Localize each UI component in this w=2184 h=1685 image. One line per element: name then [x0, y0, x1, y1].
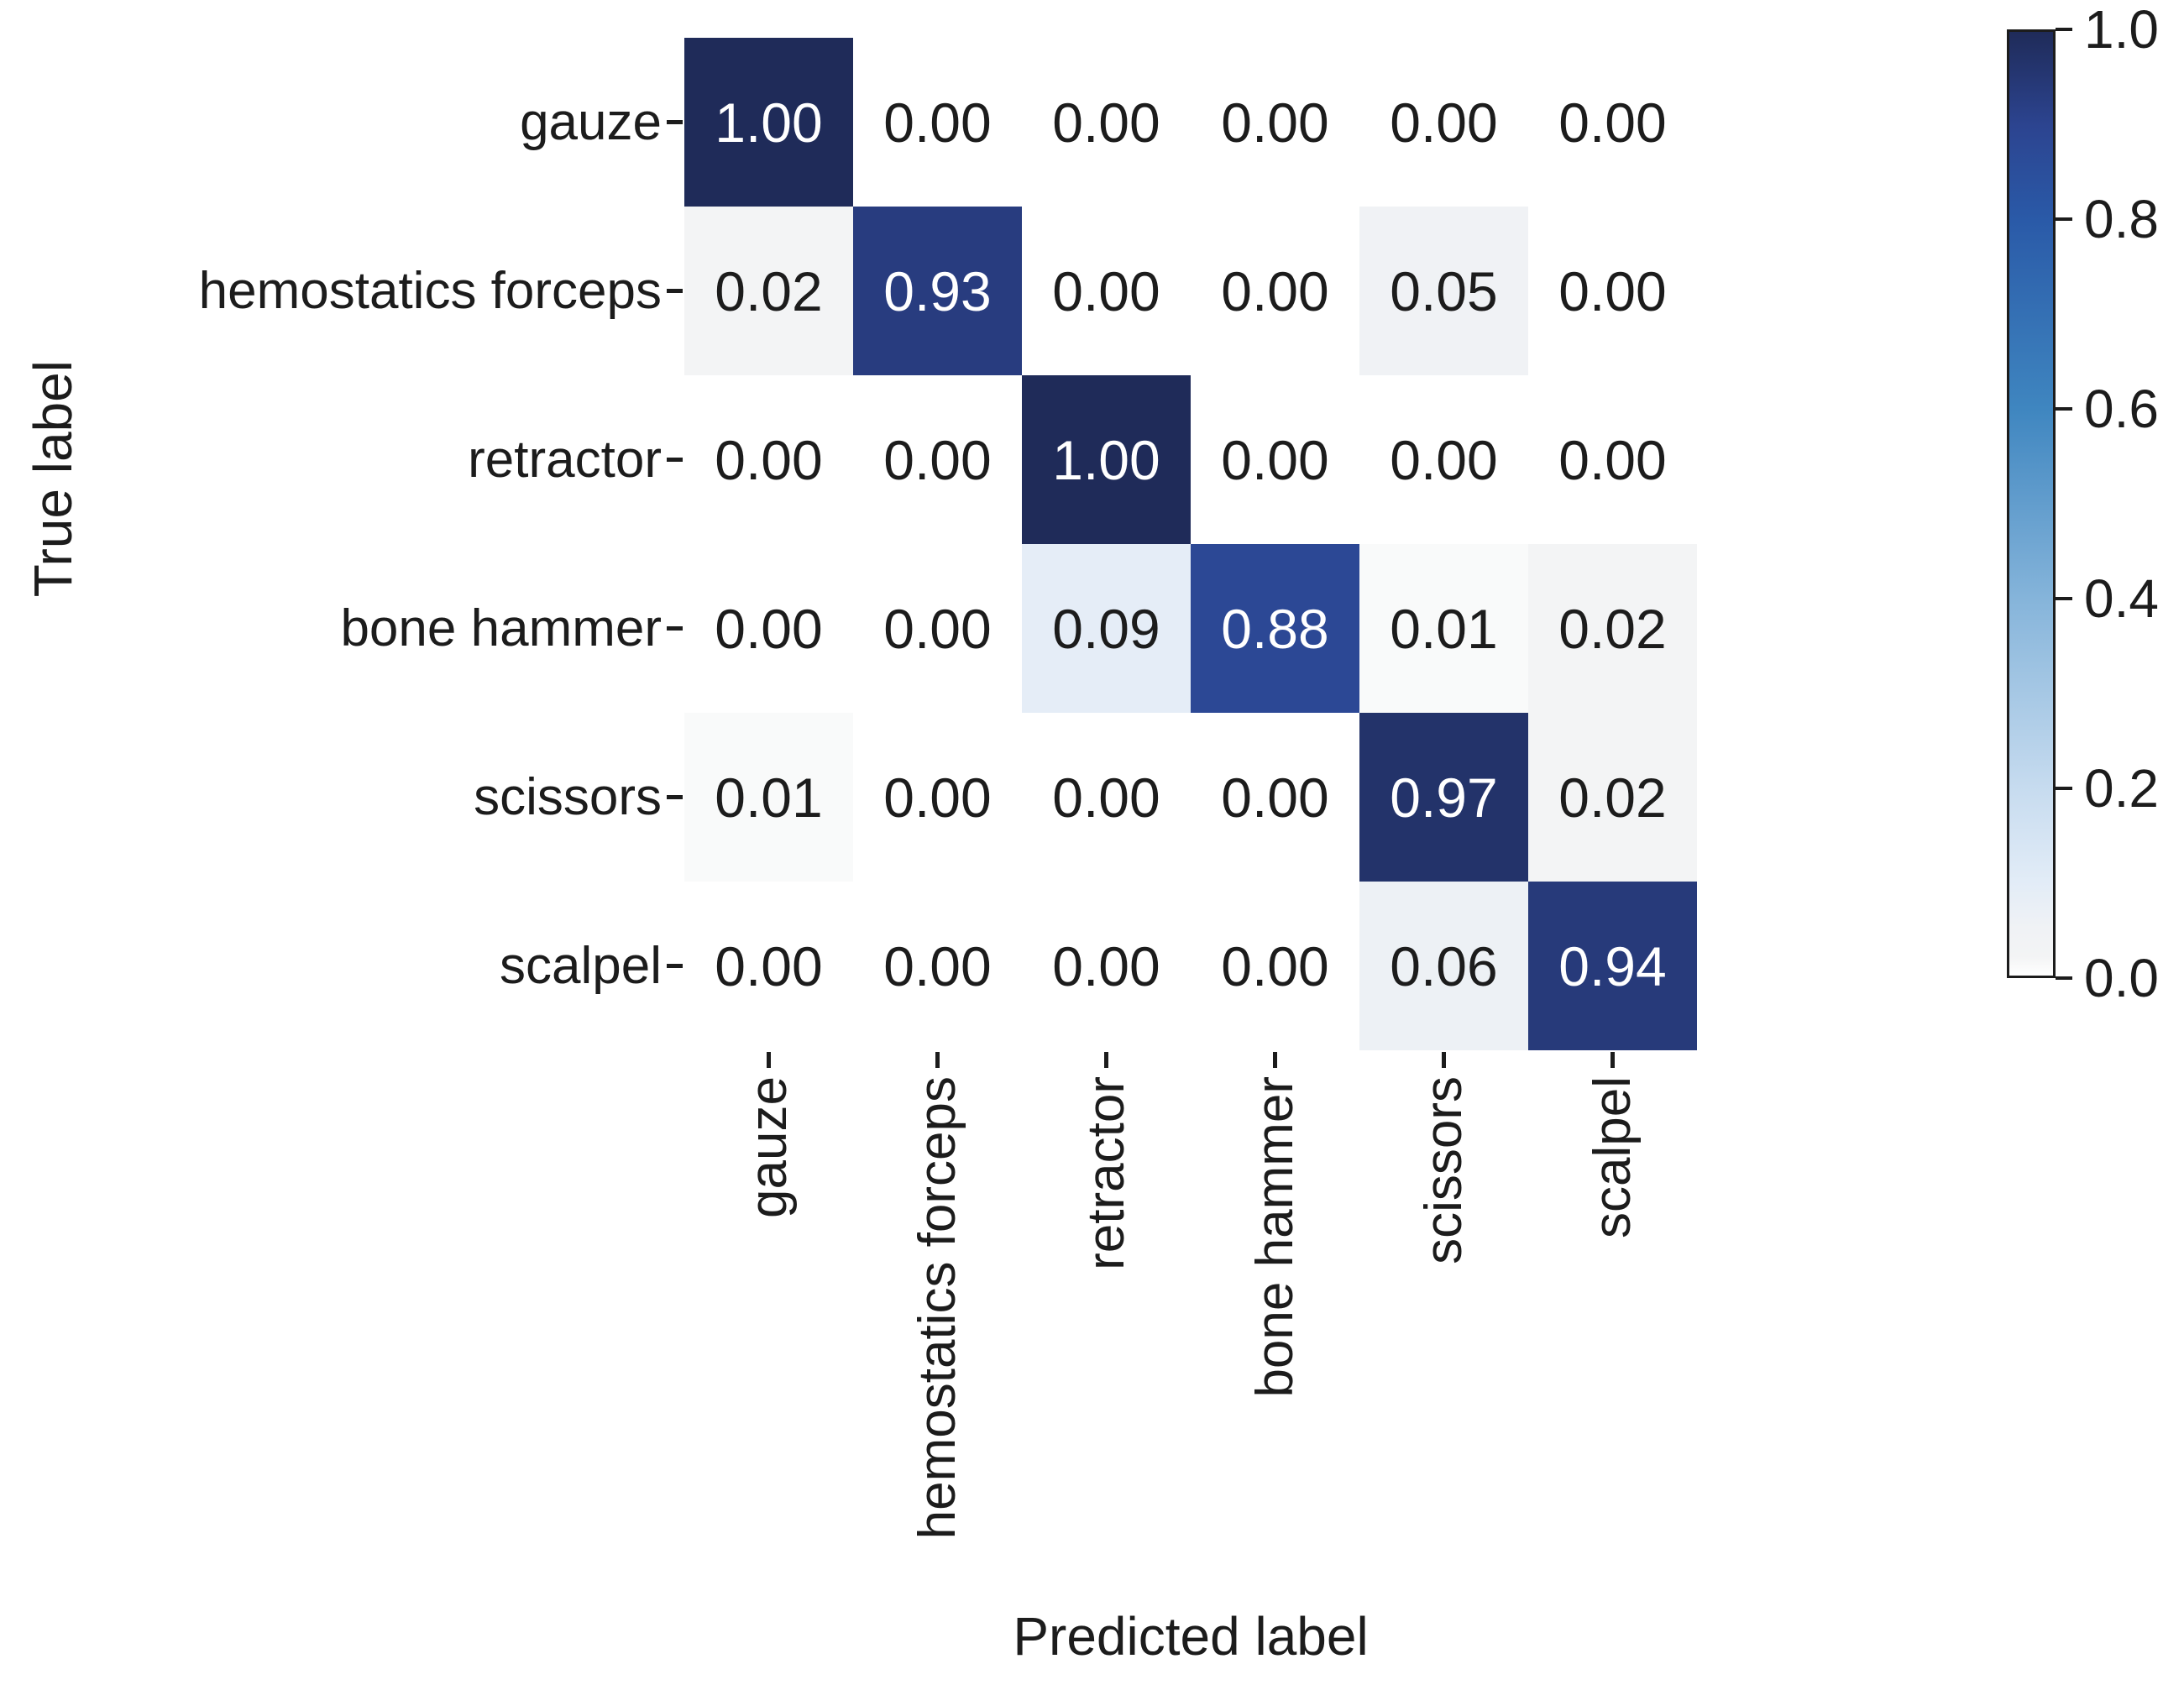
matrix-cell-hemostatics-forceps-scalpel: 0.00	[1528, 207, 1697, 375]
x-tick-label-gauze: gauze	[684, 1076, 853, 1218]
x-tick-label-text: retractor	[1077, 1076, 1135, 1270]
y-tick-mark	[667, 795, 683, 799]
y-tick-mark	[667, 626, 683, 631]
colorbar-tick-mark	[2056, 217, 2072, 221]
matrix-cell-scissors-retractor: 0.00	[1022, 713, 1191, 882]
matrix-cell-gauze-scalpel: 0.00	[1528, 38, 1697, 207]
matrix-cell-hemostatics-forceps-bone-hammer: 0.00	[1191, 207, 1359, 375]
colorbar-tick-mark	[2056, 597, 2072, 600]
matrix-cell-hemostatics-forceps-gauze: 0.02	[684, 207, 853, 375]
x-tick-mark	[1273, 1052, 1277, 1068]
x-tick-mark	[1442, 1052, 1446, 1068]
matrix-cell-gauze-hemostatics-forceps: 0.00	[853, 38, 1022, 207]
matrix-cell-hemostatics-forceps-retractor: 0.00	[1022, 207, 1191, 375]
colorbar-tick-label: 0.6	[2084, 379, 2159, 439]
colorbar-tick-mark	[2056, 976, 2072, 980]
x-tick-mark	[1611, 1052, 1615, 1068]
matrix-cell-scalpel-retractor: 0.00	[1022, 882, 1191, 1050]
x-tick-label-scissors: scissors	[1359, 1076, 1528, 1264]
matrix-cell-scissors-hemostatics-forceps: 0.00	[853, 713, 1022, 882]
colorbar-tick-mark	[2056, 407, 2072, 411]
matrix-cell-bone-hammer-scissors: 0.01	[1359, 544, 1528, 713]
x-tick-label-text: scissors	[1415, 1076, 1473, 1264]
x-tick-mark	[767, 1052, 771, 1068]
matrix-cell-bone-hammer-scalpel: 0.02	[1528, 544, 1697, 713]
matrix-cell-retractor-scissors: 0.00	[1359, 375, 1528, 544]
y-tick-label-scalpel: scalpel	[500, 937, 662, 995]
matrix-cell-scissors-gauze: 0.01	[684, 713, 853, 882]
x-tick-mark	[935, 1052, 940, 1068]
x-tick-label-scalpel: scalpel	[1528, 1076, 1697, 1238]
matrix-cell-retractor-gauze: 0.00	[684, 375, 853, 544]
colorbar-tick-label: 1.0	[2084, 0, 2159, 60]
matrix-cell-scalpel-scalpel: 0.94	[1528, 882, 1697, 1050]
matrix-cell-gauze-scissors: 0.00	[1359, 38, 1528, 207]
matrix-cell-gauze-bone-hammer: 0.00	[1191, 38, 1359, 207]
y-tick-label-retractor: retractor	[468, 431, 662, 489]
matrix-cell-scissors-scalpel: 0.02	[1528, 713, 1697, 882]
y-tick-mark	[667, 120, 683, 124]
colorbar-tick-label: 0.8	[2084, 189, 2159, 249]
matrix-cell-retractor-scalpel: 0.00	[1528, 375, 1697, 544]
matrix-cell-scissors-scissors: 0.97	[1359, 713, 1528, 882]
colorbar	[2007, 29, 2056, 978]
matrix-cell-scalpel-scissors: 0.06	[1359, 882, 1528, 1050]
x-tick-label-hemostatics-forceps: hemostatics forceps	[853, 1076, 1022, 1539]
x-tick-label-text: gauze	[740, 1076, 798, 1218]
matrix-cell-scalpel-hemostatics-forceps: 0.00	[853, 882, 1022, 1050]
matrix-cell-bone-hammer-gauze: 0.00	[684, 544, 853, 713]
y-tick-mark	[667, 289, 683, 293]
matrix-cell-retractor-retractor: 1.00	[1022, 375, 1191, 544]
matrix-cell-retractor-hemostatics-forceps: 0.00	[853, 375, 1022, 544]
y-tick-label-scissors: scissors	[474, 768, 662, 826]
y-tick-label-bone-hammer: bone hammer	[340, 599, 662, 657]
colorbar-tick-label: 0.2	[2084, 758, 2159, 819]
matrix-cell-scalpel-bone-hammer: 0.00	[1191, 882, 1359, 1050]
colorbar-tick-mark	[2056, 787, 2072, 790]
matrix-cell-bone-hammer-bone-hammer: 0.88	[1191, 544, 1359, 713]
colorbar-tick-label: 0.0	[2084, 948, 2159, 1008]
x-tick-label-text: bone hammer	[1246, 1076, 1304, 1398]
matrix-cell-gauze-retractor: 0.00	[1022, 38, 1191, 207]
y-tick-mark	[667, 964, 683, 968]
colorbar-tick-mark	[2056, 28, 2072, 31]
matrix-cell-retractor-bone-hammer: 0.00	[1191, 375, 1359, 544]
matrix-cell-scissors-bone-hammer: 0.00	[1191, 713, 1359, 882]
matrix-cell-hemostatics-forceps-scissors: 0.05	[1359, 207, 1528, 375]
x-tick-label-bone-hammer: bone hammer	[1191, 1076, 1359, 1398]
x-tick-label-text: scalpel	[1584, 1076, 1642, 1238]
matrix-cell-bone-hammer-retractor: 0.09	[1022, 544, 1191, 713]
y-tick-mark	[667, 458, 683, 462]
heatmap-grid: 1.00 0.00 0.00 0.00 0.00 0.00 0.02 0.93 0.00 0.00…	[684, 38, 1697, 1050]
x-tick-label-retractor: retractor	[1022, 1076, 1191, 1270]
y-tick-label-hemostatics-forceps: hemostatics forceps	[198, 262, 662, 320]
matrix-cell-scalpel-gauze: 0.00	[684, 882, 853, 1050]
x-tick-mark	[1104, 1052, 1108, 1068]
y-tick-label-gauze: gauze	[520, 93, 662, 151]
x-tick-label-text: hemostatics forceps	[909, 1076, 966, 1540]
matrix-cell-hemostatics-forceps-hemostatics-forceps: 0.93	[853, 207, 1022, 375]
colorbar-tick-label: 0.4	[2084, 568, 2159, 629]
matrix-cell-gauze-gauze: 1.00	[684, 38, 853, 207]
matrix-cell-bone-hammer-hemostatics-forceps: 0.00	[853, 544, 1022, 713]
x-axis-label: Predicted label	[1013, 1606, 1369, 1667]
